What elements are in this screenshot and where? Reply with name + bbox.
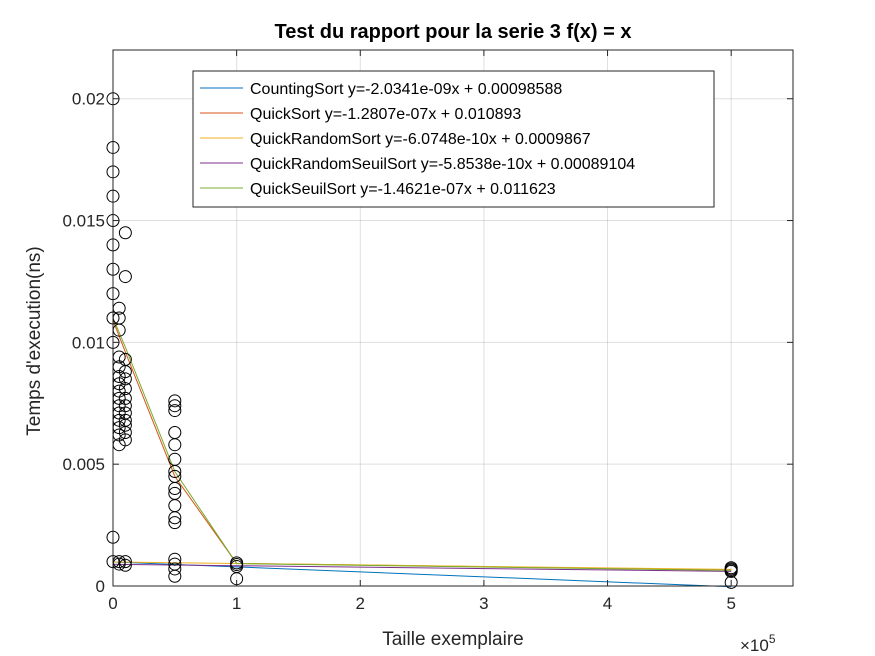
x-tick-label: 3	[479, 594, 488, 613]
series-line	[112, 317, 732, 571]
data-point	[168, 464, 182, 478]
data-point	[168, 394, 182, 408]
legend-entry: QuickSort y=-1.2807e-07x + 0.010893	[250, 106, 521, 123]
data-point	[168, 482, 182, 496]
x-tick-label: 1	[232, 594, 241, 613]
legend: CountingSort y=-2.0341e-09x + 0.00098588…	[192, 70, 715, 208]
x-tick-label: 2	[356, 594, 365, 613]
data-point	[118, 426, 132, 440]
y-tick-label: 0	[96, 577, 105, 596]
x-axis-label: Taille exemplaire	[382, 629, 524, 650]
data-point	[118, 433, 132, 447]
legend-entry: QuickSeuilSort y=-1.4621e-07x + 0.011623	[250, 181, 556, 198]
y-axis-label: Temps d'execution(ns)	[24, 246, 45, 436]
data-point	[168, 404, 182, 418]
chart-title: Test du rapport pour la serie 3 f(x) = x	[275, 21, 632, 43]
data-point	[118, 270, 132, 284]
axis-ticks: 0 1 2 3 4 5 0 0.005 0.01 0.015 0.02	[62, 50, 793, 613]
x-axis-exponent: ×105	[740, 632, 776, 655]
data-point	[724, 564, 738, 578]
legend-box	[192, 70, 715, 208]
data-point	[118, 558, 132, 572]
data-point	[168, 511, 182, 525]
data-point	[118, 391, 132, 405]
data-point	[724, 575, 738, 589]
data-point	[168, 399, 182, 413]
y-tick-label: 0.005	[62, 455, 105, 474]
data-point	[118, 418, 132, 432]
data-point	[118, 399, 132, 413]
data-point	[168, 438, 182, 452]
data-point	[118, 226, 132, 240]
legend-entry: QuickRandomSort y=-6.0748e-10x + 0.00098…	[250, 131, 591, 148]
data-point	[118, 555, 132, 569]
legend-entry: QuickRandomSeuilSort y=-5.8538e-10x + 0.…	[250, 156, 635, 173]
data-point	[168, 552, 182, 566]
data-point	[168, 516, 182, 530]
data-point	[118, 372, 132, 386]
legend-entry: CountingSort y=-2.0341e-09x + 0.00098588	[250, 81, 562, 98]
x-tick-label: 5	[726, 594, 735, 613]
y-tick-label: 0.01	[72, 333, 105, 352]
data-point	[118, 382, 132, 396]
data-point	[118, 365, 132, 379]
x-tick-label: 0	[108, 594, 117, 613]
plot-border	[112, 49, 794, 587]
data-point	[168, 569, 182, 583]
x-tick-label: 4	[603, 594, 612, 613]
y-tick-label: 0.02	[72, 90, 105, 109]
y-tick-label: 0.015	[62, 212, 105, 231]
data-point	[168, 562, 182, 576]
